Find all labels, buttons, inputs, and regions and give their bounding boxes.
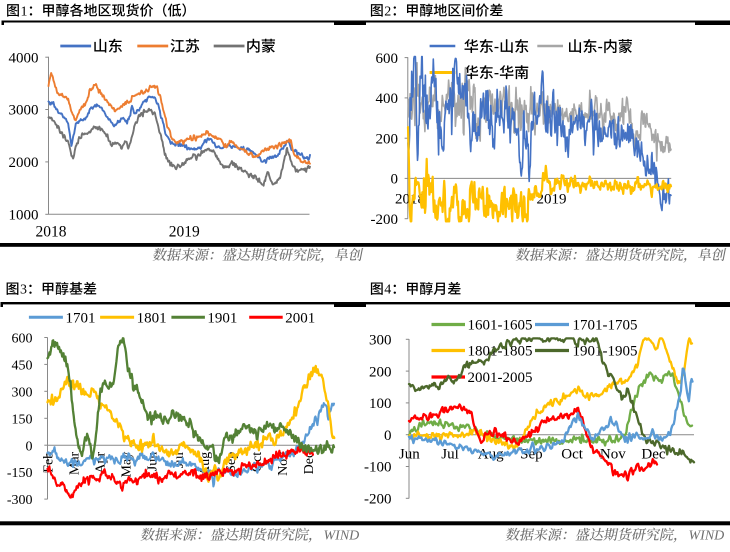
- svg-text:1901: 1901: [207, 310, 237, 326]
- svg-text:200: 200: [369, 364, 392, 380]
- svg-text:2019: 2019: [537, 192, 567, 208]
- svg-text:100: 100: [369, 396, 392, 412]
- svg-text:1801: 1801: [137, 310, 167, 326]
- svg-text:Nov: Nov: [600, 447, 626, 463]
- svg-text:2: 2: [384, 4, 391, 19]
- svg-text:Jun: Jun: [146, 452, 161, 471]
- svg-text:1701: 1701: [66, 310, 96, 326]
- svg-text:WIND: WIND: [324, 529, 360, 544]
- svg-text:2019: 2019: [169, 224, 200, 241]
- svg-text:Jul: Jul: [441, 447, 459, 463]
- svg-text:0: 0: [391, 172, 399, 188]
- svg-text:2000: 2000: [9, 155, 39, 171]
- svg-text:1901-1905: 1901-1905: [573, 344, 638, 360]
- svg-text:3: 3: [20, 283, 27, 298]
- svg-text:-200: -200: [371, 212, 399, 228]
- svg-text:1801-1805: 1801-1805: [468, 344, 533, 360]
- svg-text:450: 450: [12, 359, 33, 374]
- svg-text:Jun: Jun: [399, 447, 420, 463]
- svg-text:-150: -150: [7, 466, 33, 481]
- svg-text:-300: -300: [7, 493, 33, 508]
- svg-text:1601-1605: 1601-1605: [468, 318, 533, 334]
- svg-text:Oct: Oct: [561, 447, 583, 463]
- svg-text:150: 150: [12, 412, 33, 427]
- svg-text:400: 400: [376, 91, 399, 107]
- svg-text:1: 1: [21, 4, 28, 19]
- svg-text:300: 300: [369, 333, 392, 349]
- svg-text:2001-2005: 2001-2005: [468, 370, 533, 386]
- svg-text:4000: 4000: [9, 50, 39, 66]
- svg-text:Dec: Dec: [302, 452, 317, 475]
- svg-text:4: 4: [384, 283, 391, 298]
- svg-text:WIND: WIND: [689, 529, 725, 544]
- svg-text:1000: 1000: [9, 208, 39, 224]
- svg-text:600: 600: [12, 332, 33, 347]
- svg-text:Feb: Feb: [41, 452, 56, 473]
- svg-text:-200: -200: [364, 492, 392, 508]
- svg-text:2001: 2001: [285, 310, 315, 326]
- svg-text:200: 200: [376, 131, 399, 147]
- svg-text:600: 600: [376, 51, 399, 67]
- svg-text:-100: -100: [364, 460, 392, 476]
- svg-text:Dec: Dec: [641, 447, 665, 463]
- svg-text:2018: 2018: [36, 224, 67, 241]
- svg-text:Mar: Mar: [68, 451, 83, 475]
- svg-text:1701-1705: 1701-1705: [573, 318, 638, 334]
- svg-text:3000: 3000: [9, 103, 39, 119]
- svg-text:0: 0: [26, 439, 33, 454]
- svg-text:0: 0: [384, 428, 392, 444]
- svg-text:300: 300: [12, 385, 33, 400]
